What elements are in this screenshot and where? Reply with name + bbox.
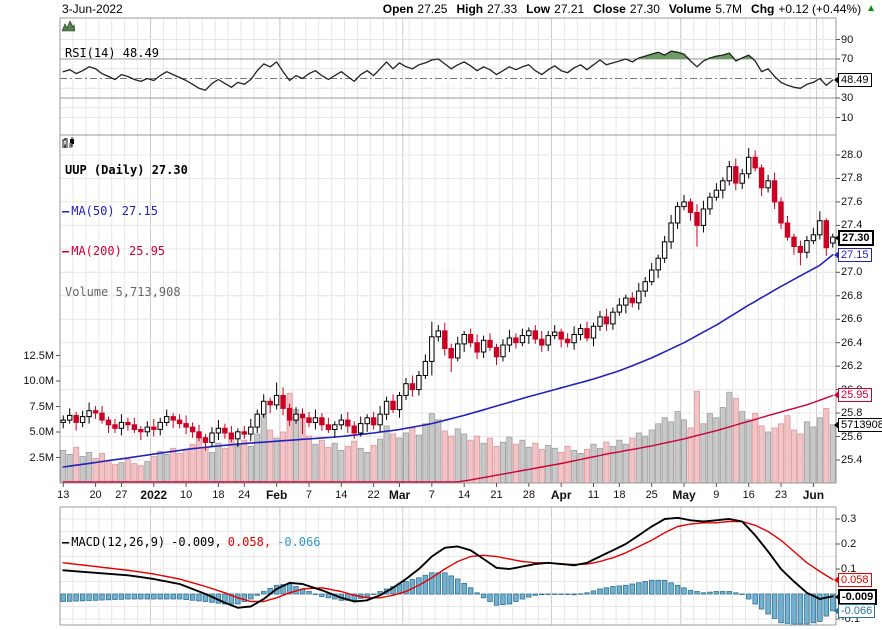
rsi-line xyxy=(62,50,834,91)
volume-legend-label: Volume 5,713,908 xyxy=(65,284,181,299)
high-value: 27.33 xyxy=(487,2,518,16)
box-arrow-icon xyxy=(834,391,839,400)
change-label: Chg xyxy=(751,2,775,16)
ma50-line xyxy=(62,253,834,468)
chart-header: 3-Jun-2022 Open 27.25 High 27.33 Low 27.21 … xyxy=(0,1,878,17)
rsi-overbought-fill xyxy=(63,51,833,59)
volume-value-box: 5713908 xyxy=(834,417,882,432)
ma50-value-box: 27.15 xyxy=(834,247,872,262)
high-label: High xyxy=(456,2,484,16)
box-arrow-icon xyxy=(835,593,840,602)
rsi-value-box: 48.49 xyxy=(834,72,872,87)
signal-value: 0.058, xyxy=(227,535,272,549)
box-arrow-icon xyxy=(835,234,840,243)
change-value: +0.12 (+0.44%) xyxy=(778,2,862,16)
macd-legend: — MACD(12,26,9) -0.009, 0.058, -0.066 xyxy=(62,509,320,577)
rsi-grid xyxy=(60,39,836,118)
volume-label: Volume xyxy=(668,2,712,16)
main-legend: UUP (Daily) 27.30 — MA(50) 27.15 — MA(20… xyxy=(62,137,188,326)
up-triangle-icon: ▲ xyxy=(866,3,876,14)
close-value: 27.30 xyxy=(629,2,660,16)
histogram-value: -0.066 xyxy=(277,535,321,549)
vertical-gridlines xyxy=(72,18,824,625)
price-gridlines xyxy=(60,154,836,461)
ma200-legend-label: MA(200) 25.95 xyxy=(71,244,166,258)
box-arrow-icon xyxy=(834,75,839,84)
box-arrow-icon xyxy=(834,606,839,615)
last-price-box: 27.30 xyxy=(835,230,874,247)
rsi-legend-label: RSI(14) 48.49 xyxy=(65,46,159,60)
month-gridlines xyxy=(150,18,818,625)
header-date: 3-Jun-2022 xyxy=(62,2,123,16)
macd-line-box: -0.009 xyxy=(835,589,878,606)
macd-value: -0.009, xyxy=(171,535,222,549)
tick-marks xyxy=(56,39,840,620)
box-arrow-icon xyxy=(834,420,839,429)
ma200-line xyxy=(62,394,834,483)
open-label: Open xyxy=(382,2,414,16)
volume-value: 5.7M xyxy=(715,2,743,16)
low-value: 27.21 xyxy=(554,2,585,16)
ma200-value-box: 25.95 xyxy=(834,388,872,403)
macd-histogram xyxy=(60,572,836,625)
rsi-legend: RSI(14) 48.49 xyxy=(62,20,159,88)
ma200-line-icon: — xyxy=(62,244,69,258)
open-value: 27.25 xyxy=(417,2,448,16)
ma50-legend-label: MA(50) 27.15 xyxy=(71,203,158,218)
box-arrow-icon xyxy=(834,575,839,584)
header-quote-fields: Open 27.25 High 27.33 Low 27.21 Close 27.30 … xyxy=(374,2,876,16)
macd-line-icon: — xyxy=(62,535,69,549)
low-label: Low xyxy=(526,2,551,16)
ma50-line-icon: — xyxy=(62,203,69,218)
symbol-legend-label: UUP (Daily) 27.30 xyxy=(65,163,188,177)
macd-legend-name: MACD(12,26,9) xyxy=(71,535,166,549)
signal-line xyxy=(62,520,834,603)
candles xyxy=(60,147,836,451)
box-arrow-icon xyxy=(834,250,839,259)
macd-hist-box: -0.066 xyxy=(834,603,876,618)
macd-line xyxy=(62,516,834,609)
close-label: Close xyxy=(593,2,626,16)
macd-signal-box: 0.058 xyxy=(834,572,872,587)
